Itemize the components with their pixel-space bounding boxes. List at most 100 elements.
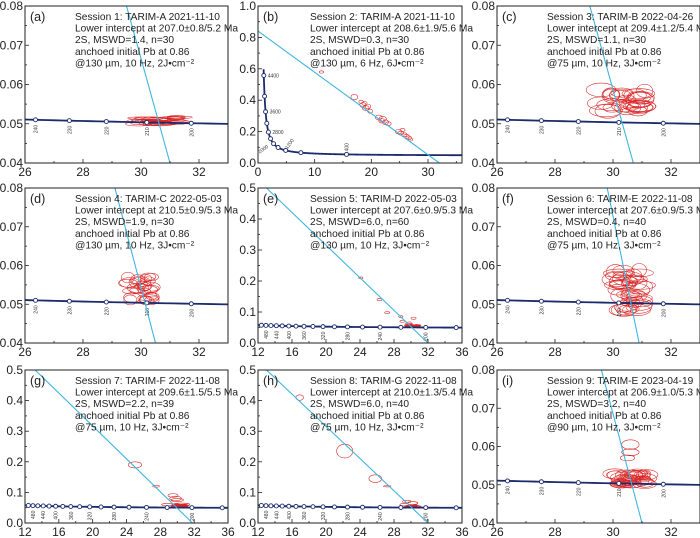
y-tick-label: 0.8 bbox=[239, 30, 256, 44]
error-ellipse bbox=[118, 278, 138, 288]
concordia-age-marker bbox=[87, 504, 93, 510]
y-tick-label: 0.06 bbox=[0, 259, 23, 273]
concordia-age-marker bbox=[505, 297, 510, 303]
concordia-age-marker bbox=[279, 323, 285, 329]
concordia-curve bbox=[262, 69, 462, 157]
x-tick-label: 32 bbox=[664, 345, 678, 359]
concordia-age-marker bbox=[360, 504, 365, 510]
annotation-line: Session 8: TARIM-G 2022-11-08 bbox=[310, 376, 457, 387]
y-tick-label: 0.08 bbox=[472, 363, 496, 377]
annotation-line: 2S, MSWD=1.9, n=30 bbox=[75, 217, 174, 228]
annotation-line: anchoed initial Pb at 0.86 bbox=[547, 47, 662, 58]
y-tick-label: 0.08 bbox=[0, 181, 23, 195]
concordia-age-marker bbox=[268, 136, 274, 142]
annotation-line: @130 µm, 10 Hz, 2J•cm⁻² bbox=[75, 58, 195, 69]
y-tick-label: 0.0 bbox=[239, 336, 256, 350]
plot-area: 480 440 400 360 320 280 240 200 bbox=[258, 370, 462, 523]
x-tick-label: 28 bbox=[548, 525, 562, 538]
y-tick-label: 0.06 bbox=[0, 78, 23, 92]
y-tick-label: 0.06 bbox=[472, 440, 496, 454]
error-ellipse bbox=[622, 303, 651, 316]
annotation-line: Lower intercept at 208.6±1.9/5.6 Ma bbox=[310, 24, 473, 35]
y-tick-label: 0.3 bbox=[239, 243, 256, 257]
y-tick-label: 0.04 bbox=[472, 336, 496, 350]
concordia-age-marker bbox=[53, 503, 59, 509]
concordia-age-label: 2000 bbox=[257, 144, 270, 155]
annotation-line: Session 7: TARIM-F 2022-11-08 bbox=[75, 376, 220, 387]
error-ellipse bbox=[368, 474, 382, 483]
regression-line bbox=[125, 6, 171, 163]
x-tick-label: 28 bbox=[387, 525, 401, 538]
y-tick-label: 0.5 bbox=[239, 363, 256, 377]
error-ellipse bbox=[623, 268, 643, 283]
x-tick-label: 20 bbox=[319, 345, 333, 359]
y-tick-label: 0.2 bbox=[239, 125, 256, 139]
error-ellipse bbox=[156, 116, 185, 122]
ellipses bbox=[127, 461, 191, 509]
x-tick-label: 28 bbox=[76, 345, 90, 359]
y-tick-label: 0.07 bbox=[472, 220, 496, 234]
concordia-age-marker bbox=[262, 93, 268, 99]
panel-b: 4400 3600 2800 2000 1200 400 0 10 20 30 0.0 0.2 0.4 0… bbox=[239, 0, 473, 179]
y-tick-label: 0.5 bbox=[239, 181, 256, 195]
concordia-age-marker bbox=[35, 503, 41, 509]
annotation-line: @75 µm, 10 Hz, 3J•cm⁻² bbox=[547, 240, 661, 251]
concordia-age-label: 200 bbox=[661, 128, 667, 137]
concordia-age-marker bbox=[575, 480, 581, 486]
concordia-age-marker bbox=[60, 503, 66, 509]
concordia-age-marker bbox=[66, 298, 72, 304]
concordia-age-label: 400 bbox=[345, 143, 351, 152]
regression-line bbox=[606, 188, 640, 343]
concordia-age-label: 210 bbox=[617, 308, 623, 317]
concordia-age-marker bbox=[660, 481, 666, 487]
concordia-age-marker bbox=[111, 504, 117, 510]
concordia-age-marker bbox=[538, 479, 544, 485]
concordia-age-marker bbox=[273, 323, 279, 329]
concordia-age-marker bbox=[398, 324, 404, 330]
concordia-age-marker bbox=[66, 118, 72, 124]
y-tick-label: 0.5 bbox=[6, 363, 23, 377]
concordia-age-label: 2800 bbox=[272, 130, 283, 136]
y-tick-label: 0.05 bbox=[0, 117, 23, 131]
y-tick-label: 0.07 bbox=[472, 401, 496, 415]
error-ellipse bbox=[628, 295, 654, 308]
y-tick-label: 0.1 bbox=[6, 485, 23, 499]
concordia-age-label: 210 bbox=[145, 127, 151, 136]
concordia-age-marker bbox=[616, 300, 622, 306]
error-ellipse bbox=[399, 128, 406, 132]
y-tick-label: 0.0 bbox=[239, 516, 256, 530]
concordia-age-marker bbox=[263, 109, 269, 115]
regression-line bbox=[600, 370, 643, 523]
x-tick-label: 32 bbox=[421, 525, 435, 538]
error-ellipse bbox=[128, 276, 151, 289]
y-tick-label: 0.06 bbox=[472, 78, 496, 92]
concordia-age-marker bbox=[25, 503, 31, 508]
annotation-line: 2S, MSWD=1.4, n=30 bbox=[75, 35, 174, 46]
concordia-age-label: 240 bbox=[378, 332, 384, 341]
error-ellipse bbox=[585, 82, 617, 97]
error-ellipse bbox=[378, 117, 385, 124]
concordia-age-marker bbox=[360, 324, 365, 330]
y-tick-label: 0.2 bbox=[6, 455, 23, 469]
error-ellipse bbox=[627, 298, 653, 311]
error-ellipse bbox=[170, 498, 184, 502]
concordia-age-marker bbox=[279, 503, 285, 509]
annotation-line: 2S, MSWD=0.4, n=40 bbox=[547, 217, 646, 228]
panel-c: 240 230 220 210 200 26 28 30 32 0.04 0.05 0.06 0.07 0… bbox=[472, 0, 700, 179]
x-tick-label: 30 bbox=[134, 165, 148, 179]
error-ellipse bbox=[594, 103, 621, 119]
panel-a: 240 230 220 210 200 26 28 30 32 0.04 0.05 0.06 0.07 0… bbox=[0, 0, 238, 179]
concordia-age-label: 200 bbox=[424, 512, 430, 521]
concordia-age-marker bbox=[188, 301, 194, 307]
annotation-line: anchoed initial Pb at 0.86 bbox=[75, 47, 190, 58]
ellipses bbox=[118, 271, 161, 306]
concordia-age-label: 220 bbox=[576, 126, 582, 135]
x-tick-label: 28 bbox=[548, 165, 562, 179]
error-ellipse bbox=[625, 268, 654, 277]
panel-h: 480 440 400 360 320 280 240 200 12 16 20 24 28 32 36 0.… bbox=[239, 363, 473, 538]
annotation-line: Session 9: TARIM-E 2023-04-19 bbox=[547, 376, 694, 387]
concordia-age-label: 320 bbox=[321, 331, 327, 340]
